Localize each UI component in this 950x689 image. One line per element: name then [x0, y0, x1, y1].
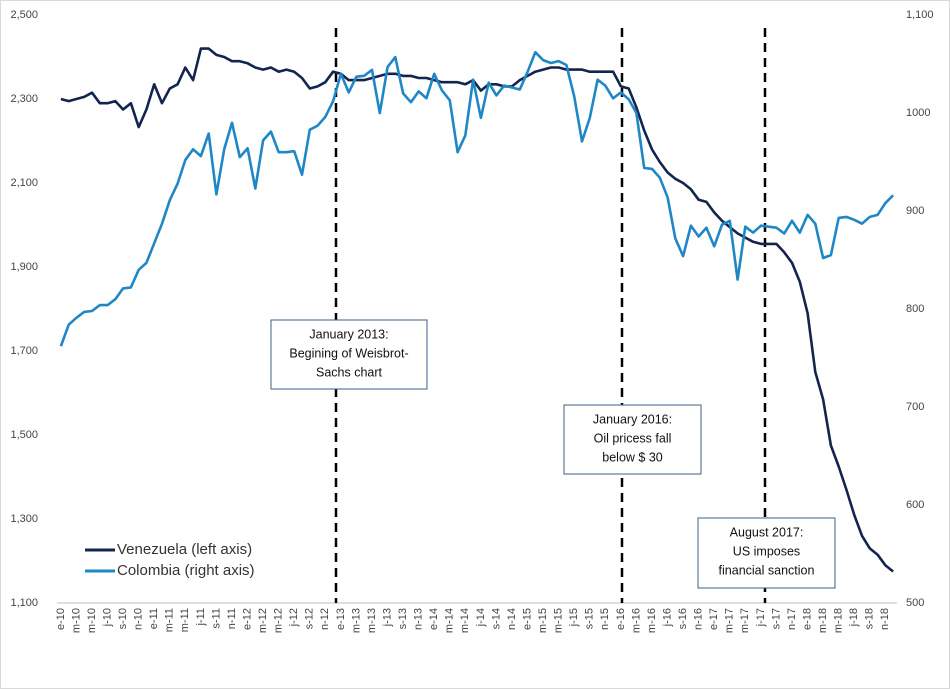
y2-tick-label: 800: [906, 303, 924, 315]
x-tick-label: j-15: [568, 608, 580, 627]
x-tick-label: s-17: [770, 608, 782, 629]
annotation: January 2013: Begining of Weisbrot- Sachs …: [270, 319, 428, 390]
x-tick-label: e-11: [148, 608, 160, 629]
y2-tick-label: 1000: [906, 107, 930, 119]
y-tick-label: 2,500: [10, 9, 38, 21]
x-tick-label: n-10: [133, 608, 145, 630]
x-tick-label: m-14: [459, 608, 471, 633]
annotation-box: [697, 517, 836, 589]
x-tick-label: m-14: [444, 608, 456, 633]
x-tick-label: n-18: [879, 608, 891, 630]
annotation-text: January 2013:: [309, 327, 388, 341]
x-tick-label: s-15: [584, 608, 596, 629]
legend-label: Venezuela (left axis): [117, 541, 252, 558]
annotation-text: August 2017:: [730, 525, 804, 539]
y2-tick-label: 600: [906, 499, 924, 511]
annotation-box: [563, 404, 702, 475]
annotation-text: financial sanction: [719, 563, 815, 577]
x-tick-label: e-17: [708, 608, 720, 630]
x-tick-label: m-13: [366, 608, 378, 633]
x-tick-label: m-17: [739, 608, 751, 633]
y-tick-label: 2,300: [10, 93, 38, 105]
annotation-text: Oil pricess fall: [594, 431, 672, 445]
annotation-text: US imposes: [733, 544, 800, 558]
y-tick-label: 1,100: [10, 597, 38, 609]
x-tick-label: m-12: [273, 608, 285, 633]
x-tick-label: m-15: [537, 608, 549, 633]
x-tick-label: m-16: [630, 608, 642, 633]
annotation-text: Sachs chart: [316, 365, 383, 379]
x-tick-label: m-18: [833, 608, 845, 633]
x-tick-label: e-18: [801, 608, 813, 630]
x-tick-label: j-13: [381, 608, 393, 627]
annotation-text: January 2016:: [593, 412, 672, 426]
x-tick-label: j-14: [475, 608, 487, 627]
x-tick-label: s-11: [210, 608, 222, 629]
annotation-box: [270, 319, 428, 390]
x-tick-label: e-13: [335, 608, 347, 630]
x-tick-label: n-13: [413, 608, 425, 630]
x-tick-label: n-14: [506, 608, 518, 630]
x-tick-label: j-17: [755, 608, 767, 627]
y2-tick-label: 700: [906, 401, 924, 413]
x-tick-label: n-15: [599, 608, 611, 630]
x-tick-label: s-14: [490, 608, 502, 629]
x-tick-label: m-13: [350, 608, 362, 633]
x-tick-label: j-18: [848, 608, 860, 627]
legend-label: Colombia (right axis): [117, 562, 255, 579]
x-tick-label: m-16: [646, 608, 658, 633]
y2-tick-label: 500: [906, 597, 924, 609]
annotation-text: Begining of Weisbrot-: [289, 346, 408, 360]
series-line: [59, 50, 895, 347]
x-tick-label: m-10: [86, 608, 98, 633]
y2-tick-label: 1,100: [906, 9, 934, 21]
x-tick-label: n-12: [319, 608, 331, 630]
y-tick-label: 1,500: [10, 429, 38, 441]
x-tick-label: s-13: [397, 608, 409, 629]
x-tick-label: j-10: [101, 608, 113, 627]
y-tick-label: 1,700: [10, 345, 38, 357]
y2-tick-label: 900: [906, 205, 924, 217]
x-tick-label: e-10: [55, 608, 67, 630]
x-tick-label: m-10: [70, 608, 82, 633]
annotation: January 2016: Oil pricess fall below $ 30: [563, 404, 702, 475]
x-tick-label: j-11: [195, 608, 207, 627]
x-tick-label: n-16: [693, 608, 705, 630]
x-tick-label: n-17: [786, 608, 798, 630]
x-tick-label: s-16: [677, 608, 689, 629]
x-tick-label: m-11: [164, 608, 176, 632]
x-tick-label: e-14: [428, 608, 440, 630]
x-tick-label: m-17: [724, 608, 736, 633]
x-tick-label: j-16: [661, 608, 673, 627]
y-tick-label: 1,900: [10, 261, 38, 273]
x-tick-label: s-10: [117, 608, 129, 629]
x-tick-label: e-15: [521, 608, 533, 630]
annotation-text: below $ 30: [602, 450, 663, 464]
series-line: [60, 47, 894, 573]
x-tick-label: n-11: [226, 608, 238, 629]
x-tick-label: m-12: [257, 608, 269, 633]
x-tick-label: m-15: [553, 608, 565, 633]
x-tick-label: m-11: [179, 608, 191, 632]
y-tick-label: 2,100: [10, 177, 38, 189]
x-tick-label: s-12: [304, 608, 316, 629]
x-tick-label: s-18: [864, 608, 876, 629]
annotation: August 2017: US imposes financial sanction: [697, 517, 836, 589]
x-tick-label: m-18: [817, 608, 829, 633]
x-tick-label: e-12: [241, 608, 253, 630]
x-tick-label: e-16: [615, 608, 627, 630]
x-tick-label: j-12: [288, 608, 300, 627]
y-tick-label: 1,300: [10, 513, 38, 525]
